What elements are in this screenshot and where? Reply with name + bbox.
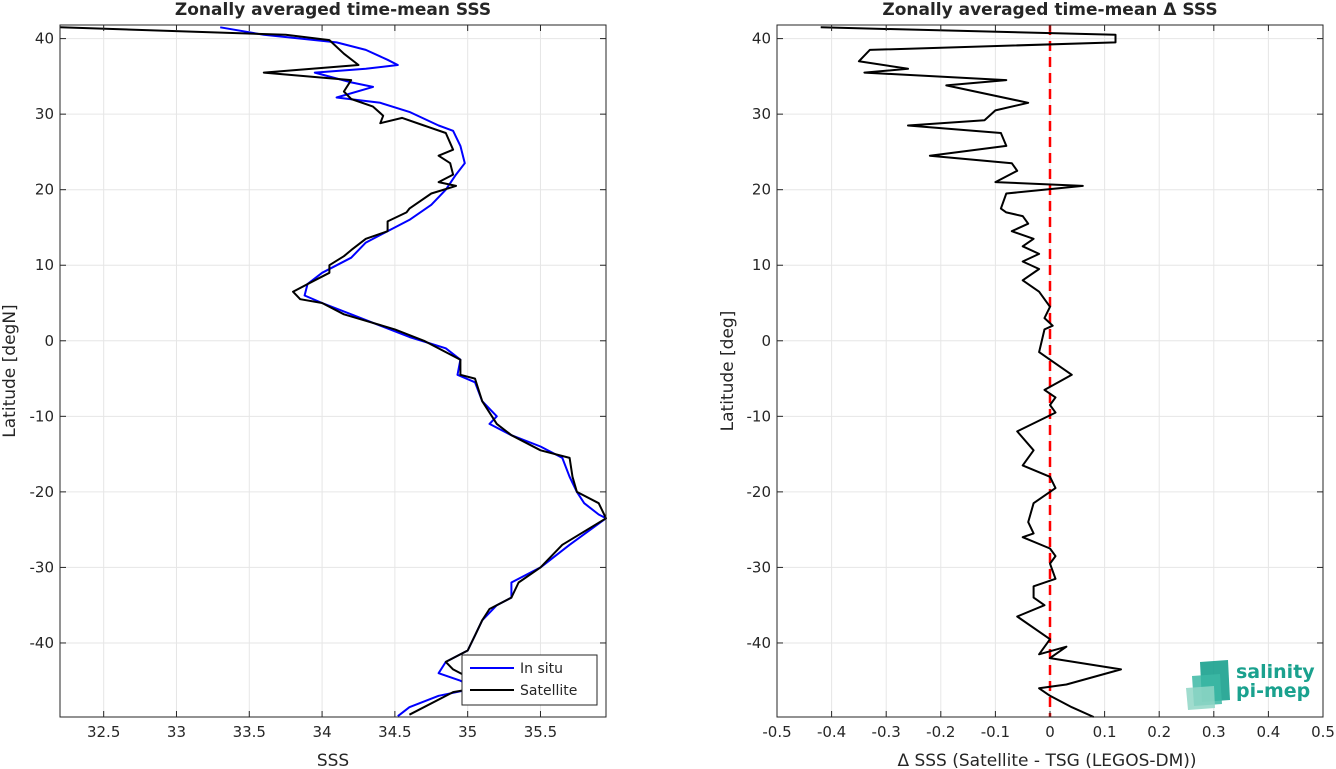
right-xlabel: Δ SSS (Satellite - TSG (LEGOS-DM)) <box>897 751 1196 769</box>
right-title: Zonally averaged time-mean Δ SSS <box>882 0 1217 20</box>
left-series-group <box>59 26 607 717</box>
left-xtick-label: 33 <box>167 723 186 741</box>
left-panel: 32.5 33 33.5 34 34.5 35 35.5 40 30 20 10 0 -10 -20 -30… <box>0 0 607 769</box>
right-xtick-label: 0.2 <box>1147 723 1171 741</box>
right-panel: -0.5 -0.4 -0.3 -0.2 -0.1 0 0.1 0.2 0.3 0.4 0.5 40 30… <box>718 0 1335 769</box>
right-xtick-label: -0.5 <box>762 723 791 741</box>
right-ytick-label: 40 <box>752 30 771 48</box>
satellite-series-line <box>59 26 607 716</box>
right-xtick-label: -0.3 <box>872 723 901 741</box>
left-ylabel: Latitude [degN] <box>0 304 20 437</box>
left-xtick-label: 35.5 <box>524 723 557 741</box>
right-ytick-label: -30 <box>747 558 772 576</box>
logo-text-line2: pi-mep <box>1236 680 1310 702</box>
left-ytick-label: -10 <box>30 407 55 425</box>
left-grid <box>60 25 606 717</box>
right-series-group <box>820 25 1122 718</box>
left-plot-area <box>60 25 606 717</box>
right-ytick-label: -20 <box>747 483 772 501</box>
salinity-pi-mep-logo: salinity pi-mep <box>1186 660 1315 710</box>
legend-label-in-situ: In situ <box>520 661 563 677</box>
left-xtick-label: 34 <box>313 723 332 741</box>
left-ticks: 32.5 33 33.5 34 34.5 35 35.5 40 30 20 10 0 -10 -20 -30… <box>30 25 606 741</box>
left-xtick-label: 33.5 <box>233 723 266 741</box>
left-xtick-label: 32.5 <box>87 723 120 741</box>
right-xtick-label: -0.4 <box>817 723 846 741</box>
left-xtick-label: 35 <box>458 723 477 741</box>
legend-box <box>461 654 598 706</box>
legend: In situ Satellite <box>461 654 598 706</box>
right-xtick-label: 0.1 <box>1093 723 1117 741</box>
left-ytick-label: -40 <box>30 634 55 652</box>
right-ytick-label: -10 <box>747 407 772 425</box>
right-ytick-label: 30 <box>752 105 771 123</box>
right-ylabel: Latitude [deg] <box>718 311 738 432</box>
right-xtick-label: 0.4 <box>1256 723 1280 741</box>
left-ytick-label: 30 <box>35 105 54 123</box>
right-ytick-label: 0 <box>761 332 771 350</box>
logo-icon <box>1186 660 1230 710</box>
left-axes-box <box>59 24 607 718</box>
left-xlabel: SSS <box>317 751 349 769</box>
right-ytick-label: 10 <box>752 256 771 274</box>
left-title: Zonally averaged time-mean SSS <box>175 0 491 20</box>
left-ytick-label: 10 <box>35 256 54 274</box>
legend-label-satellite: Satellite <box>520 683 577 699</box>
logo-text-line1: salinity <box>1236 661 1315 683</box>
left-ytick-label: -30 <box>30 558 55 576</box>
left-ytick-label: 0 <box>44 332 54 350</box>
right-xtick-label: 0 <box>1045 723 1055 741</box>
left-ytick-label: 40 <box>35 30 54 48</box>
right-xtick-label: 0.3 <box>1202 723 1226 741</box>
left-ytick-label: -20 <box>30 483 55 501</box>
delta-sss-series-line <box>820 26 1122 718</box>
left-xtick-label: 34.5 <box>378 723 411 741</box>
right-ytick-label: 20 <box>752 181 771 199</box>
right-ticks: -0.5 -0.4 -0.3 -0.2 -0.1 0 0.1 0.2 0.3 0.4 0.5 40 30… <box>747 25 1335 741</box>
right-xtick-label: -0.1 <box>981 723 1010 741</box>
right-ytick-label: -40 <box>747 634 772 652</box>
right-xtick-label: 0.5 <box>1311 723 1335 741</box>
left-ytick-label: 20 <box>35 181 54 199</box>
right-xtick-label: -0.2 <box>926 723 955 741</box>
